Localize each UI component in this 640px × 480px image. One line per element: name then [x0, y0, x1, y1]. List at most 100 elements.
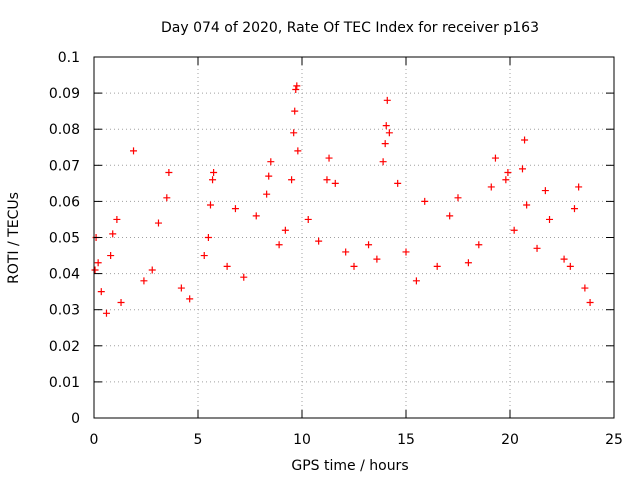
- data-point: [521, 136, 529, 144]
- data-point: [293, 82, 301, 90]
- y-tick-label: 0.05: [49, 231, 80, 247]
- data-point: [154, 219, 162, 227]
- data-point: [265, 172, 273, 180]
- data-point: [394, 179, 402, 187]
- data-point: [165, 169, 173, 177]
- data-point: [342, 248, 350, 256]
- data-point: [263, 190, 271, 198]
- data-point: [491, 154, 499, 162]
- data-point: [117, 298, 125, 306]
- data-point: [252, 212, 260, 220]
- data-point: [381, 140, 389, 148]
- x-tick-label: 5: [194, 432, 203, 448]
- data-point: [94, 259, 102, 267]
- data-point: [373, 255, 381, 263]
- data-point: [379, 158, 387, 166]
- data-point: [464, 259, 472, 267]
- data-point: [560, 255, 568, 263]
- data-point: [446, 212, 454, 220]
- data-point: [510, 226, 518, 234]
- data-point: [281, 226, 289, 234]
- y-axis-label: ROTI / TECUs: [6, 192, 22, 284]
- chart-title: Day 074 of 2020, Rate Of TEC Index for r…: [161, 20, 539, 36]
- data-point: [365, 241, 373, 249]
- data-point: [586, 298, 594, 306]
- y-tick-label: 0: [71, 411, 80, 427]
- data-point: [382, 122, 390, 130]
- x-tick-label: 10: [293, 432, 311, 448]
- y-tick-label: 0.06: [49, 194, 80, 210]
- data-point: [570, 205, 578, 213]
- data-point: [383, 96, 391, 104]
- data-point: [292, 85, 300, 93]
- data-point: [331, 179, 339, 187]
- data-point: [204, 234, 212, 241]
- data-point: [102, 309, 110, 317]
- x-tick-label: 15: [397, 432, 415, 448]
- y-tick-label: 0.02: [49, 339, 80, 355]
- grid: [94, 57, 614, 418]
- data-point: [523, 201, 531, 209]
- data-point: [163, 194, 171, 202]
- data-point: [315, 237, 323, 245]
- data-point: [433, 262, 441, 270]
- axis-ticks: 0 0.01 0.02 0.03 0.04 0.05 0.06 0.07 0.08 0.09 0.1…: [49, 50, 623, 448]
- data-point: [148, 266, 156, 274]
- data-point: [454, 194, 462, 202]
- data-point: [502, 176, 510, 184]
- data-points: [91, 82, 594, 317]
- y-tick-label: 0.04: [49, 267, 80, 283]
- y-tick-label: 0.08: [49, 122, 80, 138]
- data-point: [581, 284, 589, 292]
- data-point: [240, 273, 248, 281]
- data-point: [113, 215, 121, 223]
- data-point: [210, 169, 218, 177]
- data-point: [304, 215, 312, 223]
- data-point: [475, 241, 483, 249]
- data-point: [186, 295, 194, 303]
- data-point: [294, 147, 302, 155]
- data-point: [541, 187, 549, 195]
- data-point: [385, 129, 393, 137]
- data-point: [206, 201, 214, 209]
- data-point: [575, 183, 583, 191]
- data-point: [290, 129, 298, 137]
- data-point: [288, 176, 296, 184]
- data-point: [325, 154, 333, 162]
- data-point: [140, 277, 148, 285]
- data-point: [504, 169, 512, 177]
- data-point: [518, 165, 526, 173]
- x-tick-label: 0: [90, 432, 99, 448]
- y-tick-label: 0.09: [49, 86, 80, 102]
- data-point: [109, 230, 117, 238]
- y-tick-label: 0.1: [58, 50, 80, 66]
- data-point: [231, 205, 239, 213]
- data-point: [97, 288, 105, 296]
- data-point: [412, 277, 420, 285]
- x-tick-label: 20: [501, 432, 519, 448]
- data-point: [209, 176, 217, 184]
- data-point: [275, 241, 283, 249]
- data-point: [350, 262, 358, 270]
- data-point: [200, 252, 208, 260]
- x-axis-label: GPS time / hours: [291, 458, 408, 474]
- data-point: [267, 158, 275, 166]
- data-point: [107, 252, 115, 260]
- y-tick-label: 0.03: [49, 303, 80, 319]
- data-point: [223, 262, 231, 270]
- data-point: [91, 266, 99, 274]
- y-tick-label: 0.07: [49, 158, 80, 174]
- data-point: [130, 147, 138, 155]
- data-point: [421, 197, 429, 205]
- data-point: [487, 183, 495, 191]
- data-point: [402, 248, 410, 256]
- data-point: [546, 215, 554, 223]
- data-point: [533, 244, 541, 252]
- data-point: [177, 284, 185, 292]
- data-point: [566, 262, 574, 270]
- y-tick-label: 0.01: [49, 375, 80, 391]
- data-point: [291, 107, 299, 115]
- data-point: [323, 176, 331, 184]
- x-tick-label: 25: [605, 432, 623, 448]
